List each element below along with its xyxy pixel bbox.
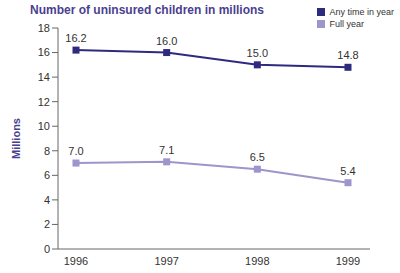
svg-text:2: 2 [44, 218, 50, 230]
svg-text:1997: 1997 [154, 255, 178, 267]
svg-text:0: 0 [44, 243, 50, 255]
svg-text:Millions: Millions [10, 118, 22, 159]
svg-text:18: 18 [38, 22, 50, 34]
html-text:Number of uninsured children i: Number of uninsured children in millions [30, 3, 264, 17]
svg-text:5.4: 5.4 [340, 165, 355, 177]
svg-text:10: 10 [38, 120, 50, 132]
svg-text:6.5: 6.5 [250, 151, 265, 163]
svg-text:14: 14 [38, 71, 50, 83]
svg-text:14.8: 14.8 [337, 49, 358, 61]
svg-text:8: 8 [44, 145, 50, 157]
svg-text:6: 6 [44, 169, 50, 181]
svg-text:7.0: 7.0 [68, 145, 83, 157]
html-text:Full year: Full year [329, 19, 364, 29]
svg-text:4: 4 [44, 194, 50, 206]
svg-text:16.0: 16.0 [156, 35, 177, 47]
html-text:Any time in year: Any time in year [329, 7, 394, 17]
svg-text:7.1: 7.1 [159, 144, 174, 156]
svg-text:1996: 1996 [64, 255, 88, 267]
svg-text:15.0: 15.0 [247, 47, 268, 59]
svg-text:1999: 1999 [336, 255, 360, 267]
svg-text:16: 16 [38, 46, 50, 58]
svg-text:1998: 1998 [245, 255, 269, 267]
svg-text:12: 12 [38, 96, 50, 108]
svg-text:16.2: 16.2 [65, 32, 86, 44]
